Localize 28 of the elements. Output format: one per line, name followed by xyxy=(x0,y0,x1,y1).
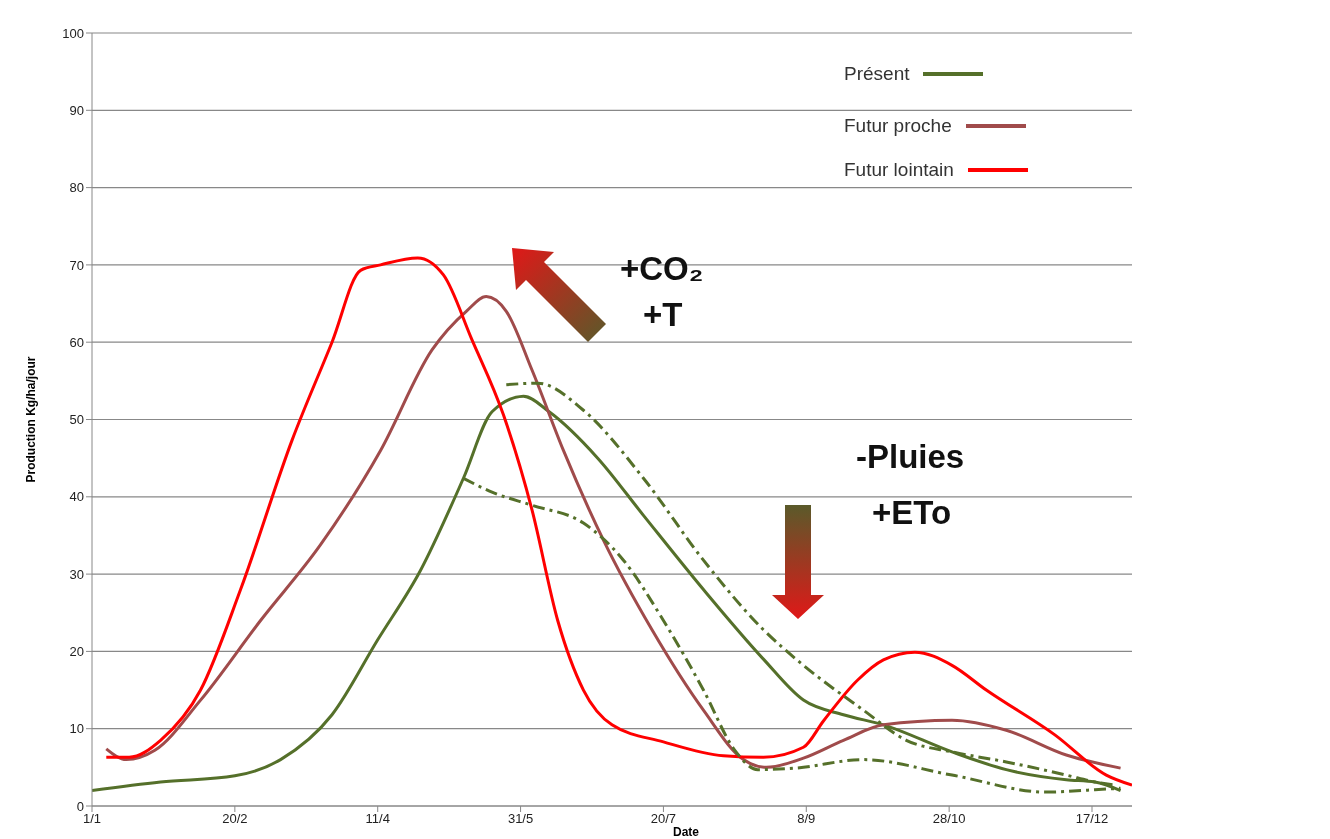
y-tick-label: 30 xyxy=(69,566,84,582)
annotation: +CO₂ xyxy=(620,250,704,288)
y-tick-label: 90 xyxy=(69,102,84,118)
y-tick-label: 50 xyxy=(69,412,84,428)
annotation: +T xyxy=(643,296,683,334)
annotation: +ETo xyxy=(872,494,952,532)
y-tick-label: 70 xyxy=(69,257,84,273)
annotation: -Pluies xyxy=(856,438,965,476)
legend-label: Présent xyxy=(843,63,911,85)
y-tick-label: 0 xyxy=(76,798,84,814)
x-tick-label: 11/4 xyxy=(365,811,390,827)
y-tick-label: 10 xyxy=(69,721,84,737)
y-tick-label: 100 xyxy=(62,25,84,41)
x-tick-label: 1/1 xyxy=(82,811,102,827)
legend-label: Futur proche xyxy=(843,115,953,137)
y-tick-label: 40 xyxy=(69,489,84,505)
legend-label: Futur lointain xyxy=(843,159,955,181)
y-tick-label: 20 xyxy=(69,644,84,660)
x-tick-label: 31/5 xyxy=(507,811,534,827)
y-tick-label: 60 xyxy=(69,334,84,350)
x-tick-label: 28/10 xyxy=(932,811,966,827)
x-tick-label: 20/2 xyxy=(222,811,248,827)
x-tick-label: 20/7 xyxy=(650,811,677,827)
y-tick-label: 80 xyxy=(69,180,84,196)
x-tick-label: 17/12 xyxy=(1075,811,1109,827)
x-tick-label: 8/9 xyxy=(797,811,816,827)
y-axis-title: Production Kg/ha/jour xyxy=(24,356,39,483)
x-axis-title: Date xyxy=(672,825,700,839)
